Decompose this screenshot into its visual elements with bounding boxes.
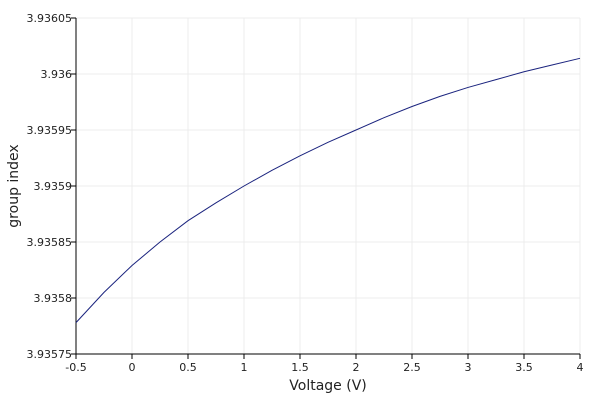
y-tick-label: 3.9358 bbox=[34, 292, 73, 305]
y-tick-label: 3.93605 bbox=[27, 12, 73, 25]
axes bbox=[71, 17, 581, 359]
y-tick-label: 3.936 bbox=[41, 68, 73, 81]
grid-lines bbox=[76, 17, 581, 354]
x-tick-label: 1 bbox=[241, 361, 248, 374]
x-tick-label: 4 bbox=[577, 361, 584, 374]
y-tick-label: 3.93595 bbox=[27, 124, 73, 137]
y-tick-label: 3.9359 bbox=[34, 180, 73, 193]
x-tick-label: 2.5 bbox=[403, 361, 421, 374]
series-lines bbox=[75, 57, 581, 323]
y-tick-label: 3.93585 bbox=[27, 236, 73, 249]
y-tick-label: 3.93575 bbox=[27, 348, 73, 361]
x-tick-label: 1.5 bbox=[291, 361, 309, 374]
x-tick-label: 0.5 bbox=[179, 361, 197, 374]
series-line bbox=[75, 57, 581, 323]
x-tick-label: 3.5 bbox=[515, 361, 533, 374]
y-axis-label: group index bbox=[6, 144, 22, 227]
x-tick-label: 3 bbox=[465, 361, 472, 374]
x-axis-label: Voltage (V) bbox=[289, 378, 366, 394]
x-tick-label: 2 bbox=[353, 361, 360, 374]
x-tick-label: -0.5 bbox=[65, 361, 86, 374]
x-tick-label: 0 bbox=[129, 361, 136, 374]
tick-labels: -0.5 0 0.5 1 1.5 2 2.5 3 3.5 4 3.93575 3.9358 3.9358… bbox=[27, 12, 584, 374]
